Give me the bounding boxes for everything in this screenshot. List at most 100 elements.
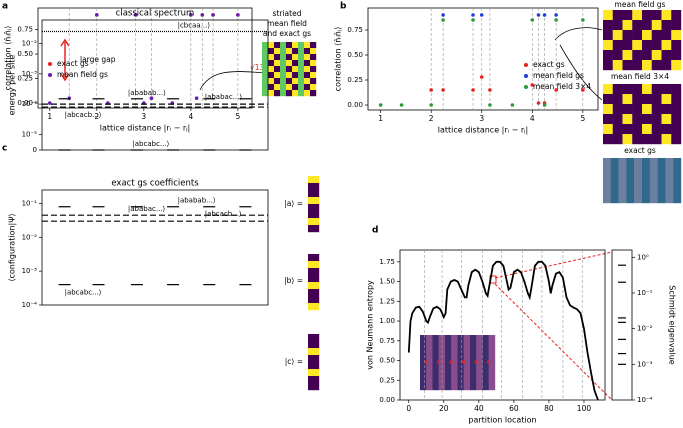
heatmap-cell: [642, 94, 652, 105]
heatmap-cell: [612, 84, 623, 95]
heatmap-cell: [274, 90, 281, 97]
heatmap-cell: [603, 114, 613, 125]
heatmap-cell: [651, 20, 662, 31]
heatmap-cell: [274, 42, 281, 49]
heatmap-cell: [308, 355, 320, 363]
x-axis-label: lattice distance |rᵢ − rⱼ|: [100, 124, 191, 133]
heatmap-cell: [612, 94, 623, 105]
heatmap-cell: [298, 78, 305, 85]
heatmap-cell: [445, 335, 452, 391]
heatmap-cell: [310, 72, 317, 79]
heatmap-cell: [642, 10, 652, 21]
heatmap-cell: [310, 48, 317, 55]
heatmap-cell: [470, 335, 477, 391]
heatmap-cell: [304, 42, 311, 49]
heatmap-cell: [280, 54, 287, 61]
heatmap-cell: [642, 50, 652, 61]
heatmap-cell: [671, 94, 682, 105]
x-tick-label: 4: [188, 112, 193, 121]
heatmap-cell: [642, 158, 650, 204]
heatmap-cell: [642, 84, 652, 95]
heatmap-cell: [262, 42, 269, 49]
heatmap-cell: [298, 66, 305, 73]
heatmap-cell: [304, 90, 311, 97]
heatmap-cell: [268, 42, 275, 49]
y-tick-label: 0.75: [379, 337, 395, 345]
image-caption: exact gs: [624, 146, 656, 155]
heatmap-cell: [671, 10, 682, 21]
heatmap-cell: [642, 124, 652, 135]
y2-tick-label: 10⁰: [637, 253, 649, 261]
heatmap-cell: [671, 60, 682, 71]
heatmap-cell: [651, 50, 662, 61]
annotation: large gap: [80, 55, 116, 64]
heatmap-dot: [449, 360, 453, 364]
heatmap-cell: [612, 40, 623, 51]
x-tick-label: 5: [235, 112, 240, 121]
zoom-line: [494, 283, 613, 401]
y-tick-label: 1.00: [379, 317, 395, 325]
y2-tick-label: 10⁻⁴: [637, 396, 653, 404]
plot-frame: [37, 7, 253, 109]
heatmap-cell: [661, 84, 672, 95]
heatmap-cell: [268, 90, 275, 97]
heatmap-cell: [642, 60, 652, 71]
heatmap-cell: [304, 48, 311, 55]
heatmap-cell: [661, 10, 672, 21]
annotation: and exact gs: [263, 29, 311, 38]
heatmap-cell: [268, 84, 275, 91]
point: [429, 103, 433, 107]
heatmap-cell: [612, 134, 623, 145]
legend-label: exact gs: [533, 60, 565, 69]
heatmap-cell: [603, 158, 611, 204]
heatmap-cell: [661, 20, 672, 31]
point: [189, 13, 193, 17]
heatmap-cell: [292, 48, 299, 55]
heatmap-cell: [671, 50, 682, 61]
y2-tick-label: 10⁻¹: [637, 289, 653, 297]
heatmap-cell: [612, 30, 623, 41]
heatmap-cell: [308, 348, 320, 356]
heatmap-cell: [651, 114, 662, 125]
legend-marker: [48, 73, 52, 77]
heatmap-cell: [612, 104, 623, 115]
legend-marker: [524, 74, 528, 78]
annotation: mean field: [267, 19, 307, 28]
heatmap-cell: [622, 84, 633, 95]
heatmap-cell: [476, 335, 483, 391]
point: [441, 88, 445, 92]
heatmap-cell: [292, 60, 299, 67]
heatmap-cell: [451, 335, 458, 391]
y-tick-label: 1.75: [379, 258, 395, 266]
heatmap-cell: [274, 66, 281, 73]
y-tick-label: 0.75: [347, 26, 363, 34]
heatmap-cell: [286, 66, 293, 73]
y-tick-label: 1.50: [379, 278, 395, 286]
heatmap-cell: [661, 134, 672, 145]
x-tick-label: 2: [94, 112, 99, 121]
plot-title: classical spectrum: [116, 9, 195, 19]
heatmap-cell: [610, 158, 619, 204]
point: [479, 13, 484, 17]
heatmap-cell: [308, 383, 320, 391]
y-tick-label: 10⁻⁴: [22, 301, 38, 309]
heatmap-cell: [632, 84, 643, 95]
heatmap-cell: [622, 30, 633, 41]
y2-tick-label: 10⁻³: [637, 360, 653, 368]
heatmap-cell: [286, 54, 293, 61]
heatmap-cell: [463, 335, 471, 391]
heatmap-cell: [661, 104, 672, 115]
heatmap-cell: [632, 94, 643, 105]
heatmap-cell: [298, 48, 305, 55]
heatmap-cell: [618, 158, 627, 204]
heatmap-cell: [308, 296, 320, 304]
heatmap-cell: [651, 94, 662, 105]
heatmap-cell: [457, 335, 464, 391]
heatmap-cell: [632, 10, 643, 21]
heatmap-cell: [310, 78, 317, 85]
heatmap-cell: [665, 158, 674, 204]
plot-title: exact gs coefficients: [111, 179, 199, 189]
heatmap-cell: [310, 66, 317, 73]
point: [378, 103, 383, 107]
heatmap-cell: [488, 335, 496, 391]
